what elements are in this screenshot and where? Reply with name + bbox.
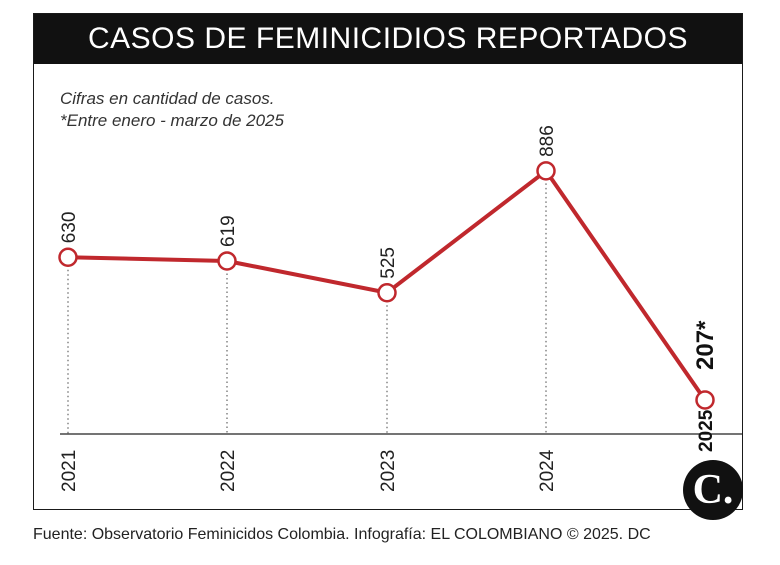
year-label-2025: 2025 [696, 409, 717, 452]
value-label-2025: 207* [692, 320, 719, 370]
data-point-2024 [536, 161, 556, 181]
year-label-2024: 2024 [537, 449, 558, 492]
value-label-2021: 630 [59, 212, 80, 244]
note-period: *Entre enero - marzo de 2025 [60, 111, 284, 130]
data-point-2021 [58, 247, 78, 268]
chart-notes: Cifras en cantidad de casos. *Entre ener… [60, 88, 284, 132]
chart-frame: CASOS DE FEMINICIDIOS REPORTADOS [33, 13, 743, 510]
data-point-2025 [695, 390, 715, 410]
value-label-2022: 619 [218, 215, 239, 247]
year-label-2021: 2021 [59, 450, 80, 492]
year-label-2022: 2022 [218, 450, 239, 492]
title-bar: CASOS DE FEMINICIDIOS REPORTADOS [34, 14, 742, 64]
year-label-2023: 2023 [378, 450, 399, 492]
value-label-2024: 886 [537, 125, 558, 157]
value-label-2023: 525 [378, 247, 399, 279]
chart-title: CASOS DE FEMINICIDIOS REPORTADOS [88, 22, 688, 55]
note-units: Cifras en cantidad de casos. [60, 89, 275, 108]
data-point-2023 [377, 282, 397, 303]
data-point-2022 [217, 251, 237, 271]
source-footer: Fuente: Observatorio Feminicidos Colombi… [33, 526, 651, 543]
el-colombiano-logo: C. [683, 460, 743, 520]
